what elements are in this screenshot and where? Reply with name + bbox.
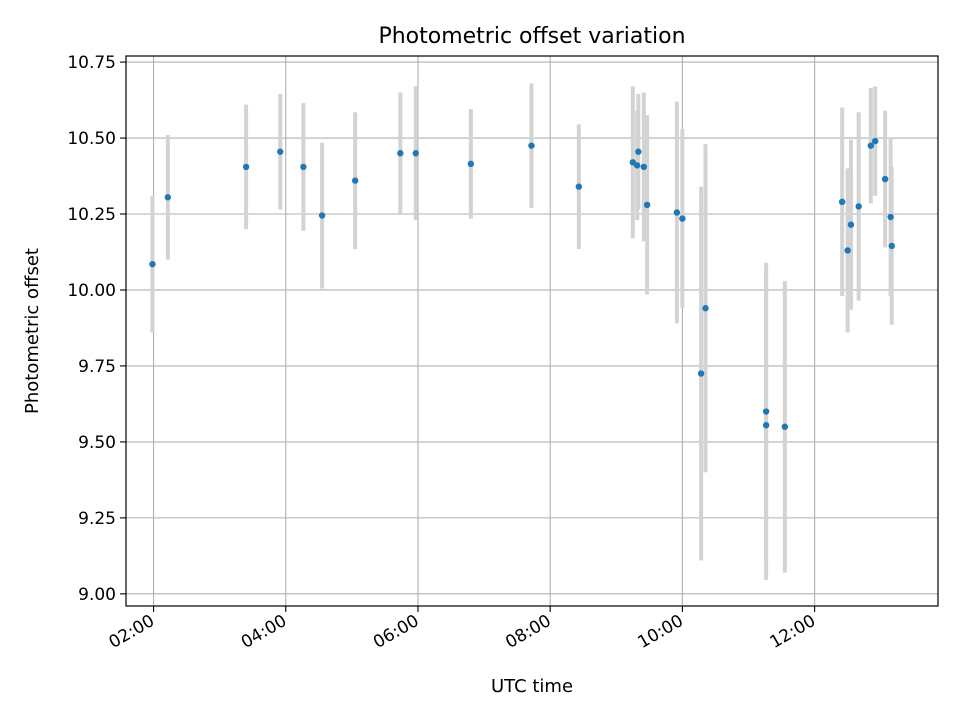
data-point [762, 408, 770, 415]
y-tick-label: 10.50 [67, 129, 116, 149]
data-point [697, 370, 705, 377]
x-axis-label: UTC time [491, 676, 573, 697]
point-layer [149, 137, 895, 430]
y-tick-label: 9.00 [78, 585, 116, 605]
data-point [351, 177, 359, 184]
data-point [702, 305, 709, 312]
data-point [635, 148, 642, 155]
data-point [844, 247, 851, 254]
data-point [643, 201, 651, 209]
data-point [855, 203, 862, 210]
data-point [762, 421, 770, 429]
y-tick-label: 10.75 [67, 53, 116, 73]
data-point [634, 162, 641, 169]
y-tick-label: 10.00 [67, 281, 116, 301]
data-point [149, 260, 156, 268]
y-tick-label: 9.50 [78, 433, 116, 453]
y-tick-label: 9.25 [78, 509, 116, 529]
data-point [528, 142, 535, 149]
y-tick-label: 9.75 [78, 357, 116, 377]
chart-title: Photometric offset variation [378, 24, 685, 49]
data-point [781, 423, 789, 430]
data-point [242, 163, 250, 171]
y-axis-label: Photometric offset [22, 248, 43, 414]
data-point [881, 175, 889, 183]
data-point [164, 194, 172, 201]
data-point [888, 242, 895, 250]
data-point [575, 183, 583, 190]
plot-frame [125, 55, 939, 607]
data-point [679, 215, 686, 222]
data-point [673, 209, 681, 216]
data-point [871, 137, 879, 145]
data-point [640, 163, 648, 171]
data-point [277, 148, 284, 155]
data-point [397, 150, 404, 157]
data-point [847, 221, 855, 228]
data-point [318, 212, 326, 219]
data-point [838, 198, 846, 206]
y-tick-label: 10.25 [67, 205, 116, 225]
data-point [412, 150, 419, 157]
data-point [300, 163, 307, 171]
data-point [887, 213, 894, 221]
data-point [867, 142, 874, 149]
data-point [467, 160, 475, 168]
